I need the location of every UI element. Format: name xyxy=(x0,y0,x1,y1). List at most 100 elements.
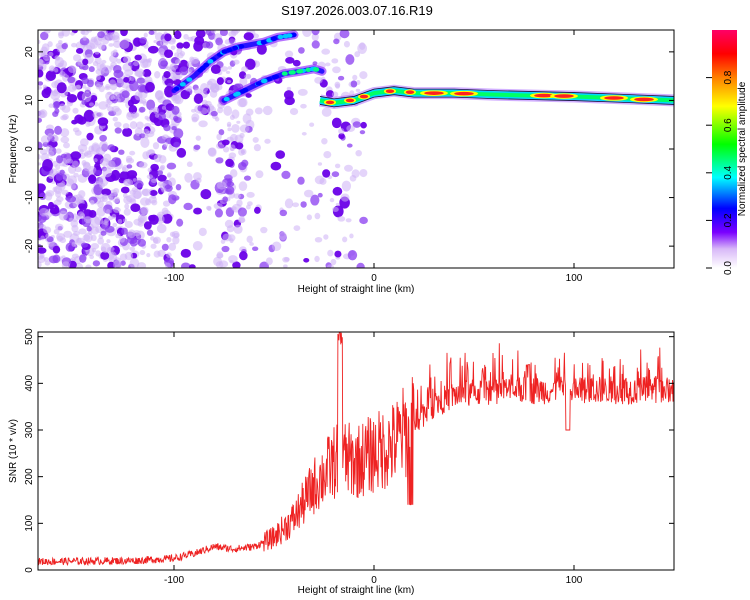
noise-blob xyxy=(186,60,193,68)
noise-blob xyxy=(38,154,41,160)
noise-blob xyxy=(97,237,105,245)
noise-blob xyxy=(40,135,51,144)
noise-blob xyxy=(209,82,220,93)
noise-blob xyxy=(136,262,147,268)
noise-blob xyxy=(122,55,132,64)
noise-blob xyxy=(79,37,90,46)
noise-blob xyxy=(97,43,106,50)
ridge-bead xyxy=(289,70,296,75)
noise-blob xyxy=(354,51,361,58)
noise-blob xyxy=(120,30,128,37)
noise-blob xyxy=(163,71,171,79)
noise-blob xyxy=(260,226,268,234)
noise-blob xyxy=(137,83,147,93)
noise-blob xyxy=(58,210,68,221)
noise-blob xyxy=(193,144,201,150)
colorbar-tick-label: 0.4 xyxy=(723,165,734,179)
noise-blob xyxy=(193,207,203,215)
noise-blob xyxy=(193,87,202,95)
noise-blob xyxy=(55,56,61,61)
noise-blob xyxy=(45,233,50,239)
noise-blob xyxy=(38,110,46,119)
noise-blob xyxy=(195,30,206,38)
noise-blob xyxy=(228,152,237,159)
y-tick-label: 500 xyxy=(24,328,35,345)
noise-blob xyxy=(337,215,346,222)
noise-blob xyxy=(139,250,146,256)
ridge-bead xyxy=(271,36,278,41)
noise-blob xyxy=(126,164,133,169)
ridge-edge xyxy=(319,94,674,108)
noise-blob xyxy=(102,65,112,74)
ridge-bead xyxy=(233,92,240,97)
noise-blob xyxy=(66,195,77,203)
noise-blob xyxy=(153,250,161,258)
noise-blob xyxy=(359,130,366,135)
noise-blob xyxy=(240,149,246,154)
spectrogram-x-label: Height of straight line (km) xyxy=(298,284,415,295)
noise-blob xyxy=(119,235,126,243)
noise-blob xyxy=(79,138,89,147)
noise-blob xyxy=(131,111,138,119)
noise-blob xyxy=(84,86,91,94)
noise-blob xyxy=(52,186,58,193)
noise-blob xyxy=(102,193,108,200)
noise-blob xyxy=(177,52,184,59)
noise-blob xyxy=(237,207,247,217)
ridge-bead xyxy=(313,67,320,72)
noise-blob xyxy=(311,30,320,36)
noise-blob xyxy=(330,258,337,266)
noise-blob xyxy=(207,31,216,40)
noise-blob xyxy=(215,261,224,268)
noise-blob xyxy=(38,58,44,68)
noise-blob xyxy=(42,159,53,172)
noise-blob xyxy=(306,214,313,221)
noise-blob xyxy=(345,54,355,65)
noise-blob xyxy=(239,251,248,261)
noise-blob xyxy=(326,264,335,268)
noise-blob xyxy=(90,242,100,250)
noise-blob xyxy=(92,61,99,67)
noise-blob xyxy=(108,43,114,47)
noise-blob xyxy=(105,209,111,215)
noise-blob xyxy=(151,195,157,199)
noise-blob xyxy=(79,254,87,263)
y-tick-label: 300 xyxy=(24,421,35,438)
noise-blob xyxy=(239,132,245,139)
noise-blob xyxy=(331,58,339,64)
ridge-hot xyxy=(454,91,474,96)
noise-blob xyxy=(66,93,78,103)
y-tick-label: 0 xyxy=(24,146,35,152)
noise-blob xyxy=(356,262,365,268)
noise-blob xyxy=(71,42,77,48)
noise-blob xyxy=(333,38,340,45)
noise-blob xyxy=(38,141,43,150)
noise-blob xyxy=(302,30,312,38)
noise-blob xyxy=(193,93,204,104)
noise-blob xyxy=(113,121,122,128)
colorbar-tick-label: 0.6 xyxy=(723,118,734,132)
colorbar-tick-label: 0.0 xyxy=(723,261,734,275)
noise-blob xyxy=(349,233,354,239)
noise-blob xyxy=(169,63,179,71)
noise-blob xyxy=(154,113,160,118)
noise-blob xyxy=(82,58,89,66)
noise-blob xyxy=(95,83,102,90)
noise-blob xyxy=(71,253,79,259)
noise-blob xyxy=(207,206,212,212)
noise-blob xyxy=(107,144,116,151)
noise-blob xyxy=(139,133,146,139)
noise-blob xyxy=(219,30,228,37)
noise-blob xyxy=(54,125,63,135)
noise-blob xyxy=(124,251,134,261)
noise-blob xyxy=(329,197,335,203)
noise-blob xyxy=(43,226,52,234)
noise-blob xyxy=(97,117,109,126)
noise-blob xyxy=(40,31,49,41)
noise-blob xyxy=(341,180,352,192)
noise-blob xyxy=(127,229,136,239)
noise-blob xyxy=(233,224,243,234)
noise-blob xyxy=(48,65,56,72)
noise-blob xyxy=(161,207,169,215)
noise-blob xyxy=(270,161,282,171)
